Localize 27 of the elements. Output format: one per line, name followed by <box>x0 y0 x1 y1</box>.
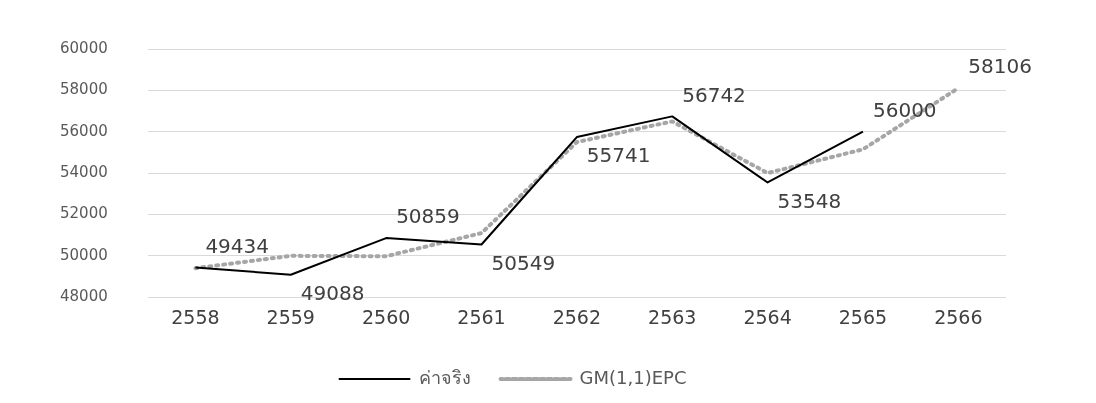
data-label: 55741 <box>586 143 651 168</box>
data-label: 49088 <box>300 280 365 305</box>
data-label: 53548 <box>777 188 842 213</box>
y-tick-label: 56000 <box>60 121 108 140</box>
x-tick-label: 2563 <box>648 305 697 328</box>
data-label: 56742 <box>682 82 746 107</box>
legend-label: ค่าจริง <box>418 366 471 388</box>
data-label: 50859 <box>396 204 460 229</box>
y-tick-label: 50000 <box>60 245 108 264</box>
y-tick-label: 48000 <box>60 287 108 306</box>
y-tick-label: 52000 <box>60 204 108 223</box>
x-tick-label: 2559 <box>266 305 315 328</box>
y-tick-label: 60000 <box>60 38 108 57</box>
x-tick-label: 2561 <box>457 305 506 328</box>
data-label: 58106 <box>968 54 1032 79</box>
x-tick-label: 2558 <box>171 305 220 328</box>
x-tick-label: 2564 <box>743 305 792 328</box>
x-tick-label: 2560 <box>361 305 411 328</box>
y-tick-label: 58000 <box>60 80 108 99</box>
data-label: 49434 <box>205 233 270 258</box>
legend-label: GM(1,1)EPC <box>579 366 687 388</box>
data-label: 50549 <box>491 250 556 275</box>
x-tick-label: 2566 <box>934 305 983 328</box>
data-label: 56000 <box>872 97 937 122</box>
x-tick-label: 2565 <box>838 305 888 328</box>
x-tick-label: 2562 <box>552 305 602 328</box>
y-tick-label: 54000 <box>60 162 108 181</box>
